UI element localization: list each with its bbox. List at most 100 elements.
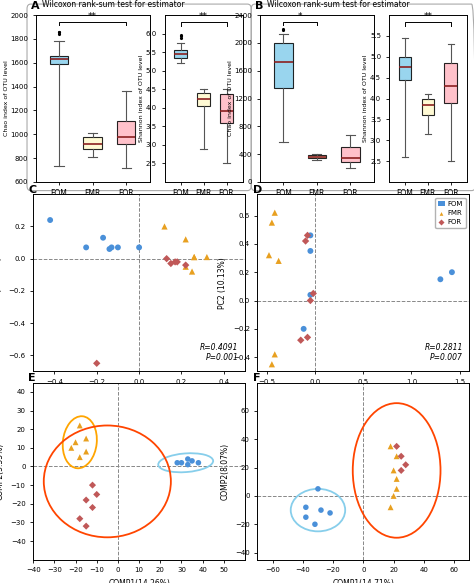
Y-axis label: COMP2(5.55%): COMP2(5.55%)	[0, 442, 5, 500]
Point	[76, 452, 83, 462]
Point	[182, 262, 190, 271]
Text: F: F	[253, 374, 260, 384]
Point	[326, 508, 334, 518]
Text: A: A	[31, 1, 39, 10]
Point	[191, 252, 198, 262]
Point	[268, 360, 276, 369]
Legend: FOM, FMR, FOR: FOM, FMR, FOR	[435, 198, 466, 229]
Y-axis label: COMP2(8.07%): COMP2(8.07%)	[220, 442, 229, 500]
Point	[135, 243, 143, 252]
Point	[76, 514, 83, 524]
Point	[82, 496, 90, 505]
Point	[402, 460, 410, 469]
Point	[163, 254, 171, 264]
Point	[72, 438, 79, 447]
Text: R=0.2811
P=0.007: R=0.2811 P=0.007	[425, 343, 463, 363]
Point	[393, 442, 401, 451]
Point	[271, 350, 279, 359]
Point	[99, 233, 107, 243]
Point	[271, 208, 279, 217]
Point	[171, 257, 179, 266]
Y-axis label: PC2 (10.13%): PC2 (10.13%)	[218, 257, 227, 308]
Point	[173, 257, 181, 266]
Point	[46, 215, 54, 224]
Text: D: D	[253, 185, 262, 195]
Text: **: **	[88, 12, 97, 21]
Point	[89, 503, 96, 512]
Point	[307, 246, 314, 255]
PathPatch shape	[117, 121, 136, 144]
Point	[67, 443, 75, 452]
Point	[106, 244, 113, 254]
Point	[302, 503, 310, 512]
Point	[195, 458, 202, 468]
PathPatch shape	[399, 57, 411, 80]
Point	[302, 512, 310, 522]
Point	[297, 336, 305, 345]
Point	[393, 484, 401, 494]
Point	[182, 235, 190, 244]
Point	[265, 251, 273, 260]
Point	[307, 231, 314, 240]
Point	[393, 475, 401, 484]
Point	[161, 222, 168, 231]
X-axis label: PC1(59.92%): PC1(59.92%)	[338, 391, 388, 399]
Y-axis label: Shannon index of OTU level: Shannon index of OTU level	[364, 55, 368, 142]
Y-axis label: PC2 (24.33%): PC2 (24.33%)	[0, 257, 3, 309]
Point	[397, 466, 405, 475]
Text: C: C	[28, 185, 36, 195]
Text: Wilcoxon rank-sum test for estimator: Wilcoxon rank-sum test for estimator	[266, 0, 409, 9]
Point	[268, 218, 276, 227]
PathPatch shape	[220, 94, 233, 122]
Point	[89, 480, 96, 490]
Point	[307, 290, 314, 300]
Text: **: **	[199, 12, 208, 21]
Point	[304, 231, 311, 240]
Point	[191, 252, 198, 262]
Point	[302, 236, 310, 245]
Point	[82, 447, 90, 456]
PathPatch shape	[274, 43, 292, 88]
Point	[397, 452, 405, 461]
Text: E: E	[28, 374, 36, 384]
Point	[82, 243, 90, 252]
Text: **: **	[423, 12, 432, 21]
Point	[311, 519, 319, 529]
Point	[387, 503, 394, 512]
Y-axis label: Shannon index of OTU level: Shannon index of OTU level	[139, 55, 144, 142]
PathPatch shape	[341, 147, 360, 161]
Point	[203, 252, 210, 262]
Point	[448, 268, 456, 277]
Point	[188, 267, 196, 276]
Point	[317, 505, 325, 515]
PathPatch shape	[50, 55, 68, 64]
Point	[108, 243, 115, 252]
Point	[437, 275, 444, 284]
Point	[393, 452, 401, 461]
Point	[182, 261, 190, 270]
Point	[76, 421, 83, 430]
Point	[307, 296, 314, 305]
PathPatch shape	[421, 99, 434, 115]
Y-axis label: Chao index of OTU level: Chao index of OTU level	[3, 61, 9, 136]
Point	[82, 434, 90, 443]
Point	[304, 333, 311, 342]
Point	[390, 466, 397, 475]
Text: Wilcoxon rank-sum test for estimator: Wilcoxon rank-sum test for estimator	[42, 0, 185, 9]
Point	[173, 458, 181, 468]
Point	[167, 259, 174, 268]
Y-axis label: Chao index of OTU level: Chao index of OTU level	[228, 61, 233, 136]
Point	[184, 454, 191, 463]
PathPatch shape	[308, 156, 326, 158]
X-axis label: COMP1(14.71%): COMP1(14.71%)	[332, 579, 394, 583]
PathPatch shape	[445, 63, 457, 103]
PathPatch shape	[174, 50, 187, 58]
X-axis label: COMP1(14.26%): COMP1(14.26%)	[108, 579, 170, 583]
Point	[390, 491, 397, 501]
Text: B: B	[255, 1, 264, 10]
Point	[310, 289, 317, 298]
Point	[300, 324, 308, 333]
Point	[387, 442, 394, 451]
Point	[184, 460, 191, 469]
Point	[275, 256, 283, 265]
